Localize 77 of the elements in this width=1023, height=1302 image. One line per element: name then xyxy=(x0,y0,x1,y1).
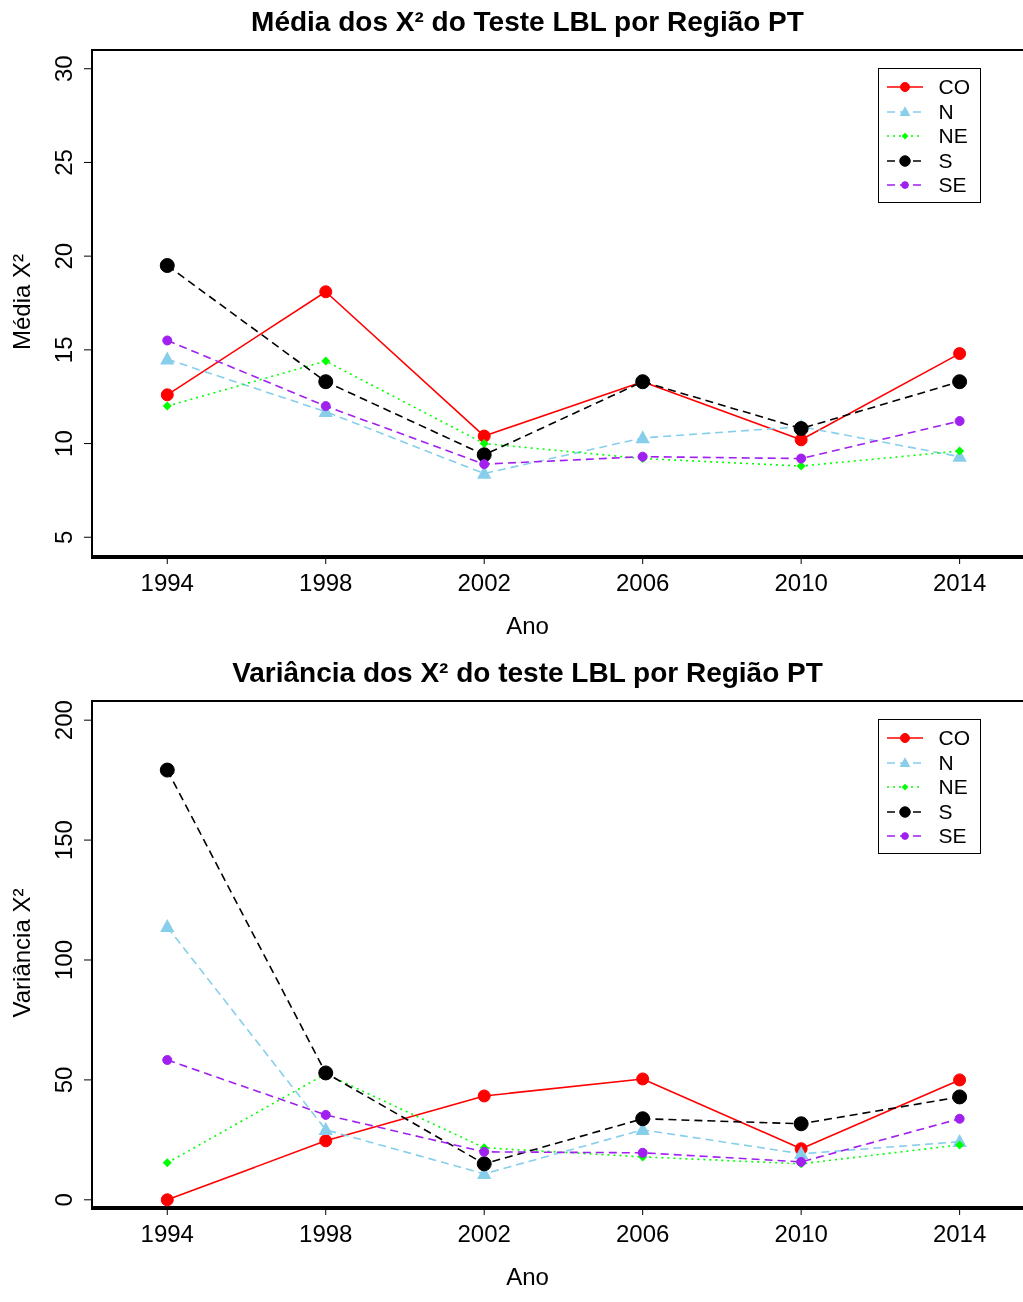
chart-title: Variância dos X² do teste LBL por Região PT xyxy=(231,657,824,689)
y-tick-label: 0 xyxy=(50,1193,77,1207)
point xyxy=(477,1089,491,1103)
point xyxy=(954,1113,965,1124)
point xyxy=(318,1121,333,1135)
point xyxy=(320,1109,331,1120)
x-axis-title: Ano xyxy=(505,612,550,640)
y-tick-label: 30 xyxy=(50,55,77,83)
y-tick-label: 15 xyxy=(50,336,77,364)
legend-label: NE xyxy=(938,775,968,800)
point xyxy=(796,453,807,464)
y-tick-label: 200 xyxy=(50,700,77,741)
point xyxy=(479,439,489,449)
legend-label: N xyxy=(938,99,954,124)
point xyxy=(159,762,175,778)
x-tick-label: 2002 xyxy=(457,569,511,597)
y-axis-title: Variância X² xyxy=(8,887,36,1020)
point xyxy=(955,446,965,456)
legend-label: S xyxy=(938,799,953,824)
point xyxy=(162,1158,172,1168)
point xyxy=(953,347,967,361)
point xyxy=(954,416,965,427)
point xyxy=(160,388,174,402)
chart-title: Média dos X² do Teste LBL por Região PT xyxy=(250,6,805,38)
y-tick-label: 100 xyxy=(50,939,77,981)
y-tick-label: 20 xyxy=(50,242,77,270)
point xyxy=(318,374,334,390)
point xyxy=(636,1072,650,1086)
x-tick-label: 2006 xyxy=(615,1220,670,1248)
legend-label: SE xyxy=(938,824,967,849)
point xyxy=(319,1134,333,1148)
x-tick-label: 2006 xyxy=(615,569,670,597)
x-tick-label: 2010 xyxy=(774,1220,828,1248)
x-axis-title: Ano xyxy=(505,1263,550,1291)
point xyxy=(162,1055,173,1065)
point xyxy=(321,356,331,366)
point xyxy=(319,285,333,299)
point xyxy=(160,919,175,933)
point xyxy=(793,421,809,437)
y-tick-label: 5 xyxy=(50,530,77,544)
point xyxy=(637,1147,648,1158)
point xyxy=(635,430,650,444)
x-tick-label: 2014 xyxy=(932,1220,987,1248)
x-tick-label: 1994 xyxy=(140,569,194,597)
point xyxy=(318,1065,334,1081)
point xyxy=(162,401,172,411)
point xyxy=(635,1111,651,1127)
legend-label: S xyxy=(938,148,953,173)
point xyxy=(952,1089,968,1105)
point xyxy=(160,351,175,365)
point xyxy=(952,374,968,390)
x-tick-label: 2002 xyxy=(457,1220,511,1248)
point xyxy=(477,429,491,443)
point xyxy=(479,1146,490,1157)
point xyxy=(160,1193,174,1207)
y-tick-label: 150 xyxy=(50,820,77,861)
point xyxy=(162,335,173,346)
x-tick-label: 1998 xyxy=(299,569,353,597)
point xyxy=(476,1156,492,1172)
x-tick-label: 1994 xyxy=(140,1220,194,1248)
legend-label: CO xyxy=(938,726,970,751)
y-tick-label: 50 xyxy=(50,1066,77,1094)
x-tick-label: 2010 xyxy=(774,569,828,597)
point xyxy=(479,459,490,470)
point xyxy=(159,258,175,274)
legend-label: CO xyxy=(938,75,970,100)
legend-label: N xyxy=(938,750,954,775)
y-tick-label: 10 xyxy=(50,430,77,457)
x-tick-label: 2014 xyxy=(932,569,987,597)
legend-label: NE xyxy=(938,124,968,149)
point xyxy=(793,1116,809,1132)
x-tick-label: 1998 xyxy=(299,1220,353,1248)
y-tick-label: 25 xyxy=(50,149,77,176)
point xyxy=(320,401,331,412)
point xyxy=(953,1073,967,1087)
y-axis-title: Média X² xyxy=(8,253,36,353)
legend-label: SE xyxy=(938,173,967,198)
